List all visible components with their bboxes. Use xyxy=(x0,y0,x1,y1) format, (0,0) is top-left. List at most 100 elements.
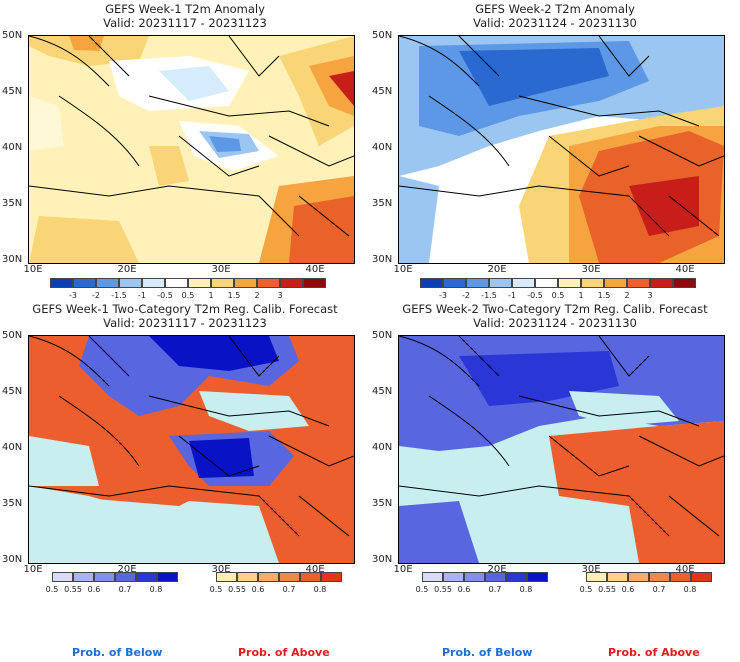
lat-tick-label: 35N xyxy=(2,498,23,509)
lon-tick-label: 30E xyxy=(211,264,231,275)
anomaly-map xyxy=(398,35,725,264)
colorbar-swatch xyxy=(321,572,342,582)
colorbar-tick-label: 0.5 xyxy=(209,585,223,594)
colorbar-tick-label: 0.7 xyxy=(118,585,132,594)
colorbar-tick-label: 2 xyxy=(254,291,260,300)
colorbar-tick-label: -1.5 xyxy=(481,291,497,300)
colorbar-tick-label: 3 xyxy=(277,291,283,300)
probability-map xyxy=(28,335,355,564)
colorbar-swatch xyxy=(506,572,527,582)
colorbar-swatch xyxy=(157,572,178,582)
colorbar-tick-label: 0.55 xyxy=(228,585,246,594)
colorbar-tick-label: -0.5 xyxy=(527,291,543,300)
probability-map xyxy=(398,335,725,564)
colorbar-tick-label: 1 xyxy=(578,291,584,300)
lon-tick-label: 10E xyxy=(23,564,43,575)
prob-below-colorbar xyxy=(52,572,178,582)
colorbar-tick-label: 0.55 xyxy=(64,585,82,594)
colorbar-swatch xyxy=(527,572,548,582)
colorbar-tick-label: 0.7 xyxy=(652,585,666,594)
colorbar-tick-label: 0.5 xyxy=(181,291,195,300)
lat-tick-label: 50N xyxy=(2,30,23,41)
lat-tick-label: 35N xyxy=(372,198,393,209)
colorbar-swatch xyxy=(211,278,234,288)
colorbar-tick-label: 0.5 xyxy=(45,585,59,594)
anomaly-map xyxy=(28,35,355,264)
colorbar-swatch xyxy=(443,572,464,582)
lon-tick-label: 10E xyxy=(393,264,413,275)
colorbar-tick-label: 0.5 xyxy=(551,291,565,300)
lat-tick-label: 40N xyxy=(372,142,393,153)
colorbar-swatch xyxy=(165,278,188,288)
panel-title: GEFS Week-1 T2m Anomaly xyxy=(105,2,265,16)
colorbar-tick-label: 1.5 xyxy=(227,291,241,300)
panel-valid-dates: Valid: 20231117 - 20231123 xyxy=(103,16,267,30)
colorbar-tick-label: 1.5 xyxy=(597,291,611,300)
prob-below-colorbar xyxy=(422,572,548,582)
prob-below-label: Prob. of Below xyxy=(442,646,533,659)
colorbar-swatch xyxy=(581,278,604,288)
lat-tick-label: 45N xyxy=(2,386,23,397)
panel-valid-dates: Valid: 20231124 - 20231130 xyxy=(473,16,637,30)
colorbar-swatch xyxy=(670,572,691,582)
colorbar-swatch xyxy=(280,278,303,288)
colorbar-tick-label: 0.6 xyxy=(621,585,635,594)
colorbar-swatch xyxy=(234,278,257,288)
lat-tick-label: 35N xyxy=(2,198,23,209)
colorbar-swatch xyxy=(485,572,506,582)
colorbar-tick-label: -1 xyxy=(508,291,516,300)
anomaly-colorbar xyxy=(50,278,326,288)
colorbar-swatch xyxy=(422,572,443,582)
lon-tick-label: 10E xyxy=(23,264,43,275)
colorbar-swatch xyxy=(96,278,119,288)
lon-tick-label: 40E xyxy=(305,264,325,275)
colorbar-tick-label: 0.55 xyxy=(598,585,616,594)
colorbar-swatch xyxy=(535,278,558,288)
colorbar-tick-label: 0.8 xyxy=(313,585,327,594)
lon-tick-label: 30E xyxy=(581,264,601,275)
panel-title: GEFS Week-2 Two-Category T2m Reg. Calib.… xyxy=(402,302,708,316)
colorbar-swatch xyxy=(586,572,607,582)
colorbar-swatch xyxy=(691,572,712,582)
lon-tick-label: 30E xyxy=(211,564,231,575)
lat-tick-label: 40N xyxy=(372,442,393,453)
lon-tick-label: 20E xyxy=(487,564,507,575)
colorbar-swatch xyxy=(489,278,512,288)
colorbar-swatch xyxy=(257,278,280,288)
panel-week1-anomaly: GEFS Week-1 T2m Anomaly Valid: 20231117 … xyxy=(0,0,370,300)
colorbar-tick-label: 1 xyxy=(208,291,214,300)
colorbar-swatch xyxy=(464,572,485,582)
colorbar-tick-label: 0.6 xyxy=(87,585,101,594)
colorbar-swatch xyxy=(94,572,115,582)
lat-tick-label: 50N xyxy=(372,330,393,341)
colorbar-swatch xyxy=(420,278,443,288)
lat-tick-label: 30N xyxy=(2,554,23,565)
colorbar-swatch xyxy=(607,572,628,582)
colorbar-swatch xyxy=(216,572,237,582)
colorbar-tick-label: 3 xyxy=(647,291,653,300)
lon-tick-label: 10E xyxy=(393,564,413,575)
colorbar-swatch xyxy=(188,278,211,288)
colorbar-swatch xyxy=(303,278,326,288)
colorbar-swatch xyxy=(628,572,649,582)
colorbar-tick-label: 0.7 xyxy=(488,585,502,594)
colorbar-tick-label: -1.5 xyxy=(111,291,127,300)
lat-tick-label: 40N xyxy=(2,442,23,453)
lat-tick-label: 50N xyxy=(372,30,393,41)
colorbar-swatch xyxy=(466,278,489,288)
colorbar-swatch xyxy=(115,572,136,582)
colorbar-swatch xyxy=(649,572,670,582)
colorbar-tick-label: 0.8 xyxy=(683,585,697,594)
colorbar-swatch xyxy=(512,278,535,288)
colorbar-swatch xyxy=(73,572,94,582)
lon-tick-label: 40E xyxy=(305,564,325,575)
colorbar-swatch xyxy=(73,278,96,288)
prob-above-colorbar xyxy=(216,572,342,582)
colorbar-swatch xyxy=(443,278,466,288)
lon-tick-label: 30E xyxy=(581,564,601,575)
colorbar-swatch xyxy=(258,572,279,582)
lat-tick-label: 40N xyxy=(2,142,23,153)
lat-tick-label: 35N xyxy=(372,498,393,509)
panel-valid-dates: Valid: 20231124 - 20231130 xyxy=(473,316,637,330)
colorbar-swatch xyxy=(604,278,627,288)
